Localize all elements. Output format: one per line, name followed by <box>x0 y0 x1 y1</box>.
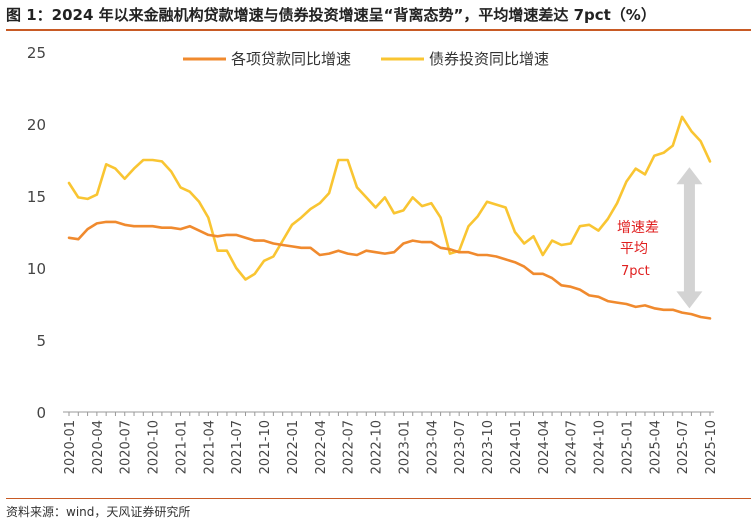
legend-label-bond: 债券投资同比增速 <box>429 50 549 68</box>
x-tick-label-2023-04: 2023-04 <box>425 420 440 474</box>
x-tick-label-2020-04: 2020-04 <box>91 420 106 474</box>
x-tick-label-2021-07: 2021-07 <box>230 420 245 474</box>
annotation-line-1: 增速差 <box>617 220 659 236</box>
x-tick-label-2024-07: 2024-07 <box>565 420 580 474</box>
x-tick-label-2022-07: 2022-07 <box>342 420 357 474</box>
x-tick-label-2025-10: 2025-10 <box>704 420 719 474</box>
y-tick-label-20: 20 <box>27 116 46 134</box>
series-line-bond <box>67 115 712 281</box>
source-note: 资料来源：wind，天风证券研究所 <box>6 498 751 527</box>
x-tick-label-2021-04: 2021-04 <box>202 420 217 474</box>
y-tick-label-0: 0 <box>36 404 46 422</box>
x-tick-label-2023-01: 2023-01 <box>397 420 412 474</box>
x-tick-label-2025-07: 2025-07 <box>676 420 691 474</box>
figure-title: 图 1：2024 年以来金融机构贷款增速与债券投资增速呈“背离态势”，平均增速差… <box>6 3 751 31</box>
y-tick-label-5: 5 <box>36 332 46 350</box>
x-tick-label-2022-04: 2022-04 <box>314 420 329 474</box>
x-tick-label-2020-01: 2020-01 <box>63 420 78 474</box>
y-tick-label-15: 15 <box>27 188 46 206</box>
annotation: 增速差 平均 7pct <box>617 167 703 309</box>
x-tick-label-2025-04: 2025-04 <box>648 420 663 474</box>
annotation-line-3: 7pct <box>621 264 650 279</box>
series-lines <box>67 115 712 320</box>
y-tick-label-25: 25 <box>27 44 46 62</box>
legend: 各项贷款同比增速 债券投资同比增速 <box>183 50 549 68</box>
double-arrow-icon <box>676 167 703 309</box>
x-tick-label-2022-01: 2022-01 <box>286 420 301 474</box>
x-tick-label-2025-01: 2025-01 <box>620 420 635 474</box>
x-tick-label-2022-10: 2022-10 <box>370 420 385 474</box>
x-axis: 2020-01 2020-04 2020-07 2020-10 2021-01 2021-… <box>63 411 719 474</box>
y-tick-label-10: 10 <box>27 260 46 278</box>
y-axis: 0 5 10 15 20 25 <box>27 44 46 422</box>
x-tick-label-2024-04: 2024-04 <box>537 420 552 474</box>
legend-label-loan: 各项贷款同比增速 <box>231 50 351 68</box>
x-tick-label-2020-10: 2020-10 <box>147 420 162 474</box>
x-tick-label-2024-10: 2024-10 <box>593 420 608 474</box>
x-tick-label-2020-07: 2020-07 <box>119 420 134 474</box>
x-tick-label-2021-10: 2021-10 <box>258 420 273 474</box>
series-line-loan <box>67 220 712 320</box>
x-tick-label-2023-10: 2023-10 <box>481 420 496 474</box>
annotation-line-2: 平均 <box>620 241 648 257</box>
x-tick-label-2021-01: 2021-01 <box>174 420 189 474</box>
x-tick-label-2023-07: 2023-07 <box>453 420 468 474</box>
x-tick-label-2024-01: 2024-01 <box>509 420 524 474</box>
